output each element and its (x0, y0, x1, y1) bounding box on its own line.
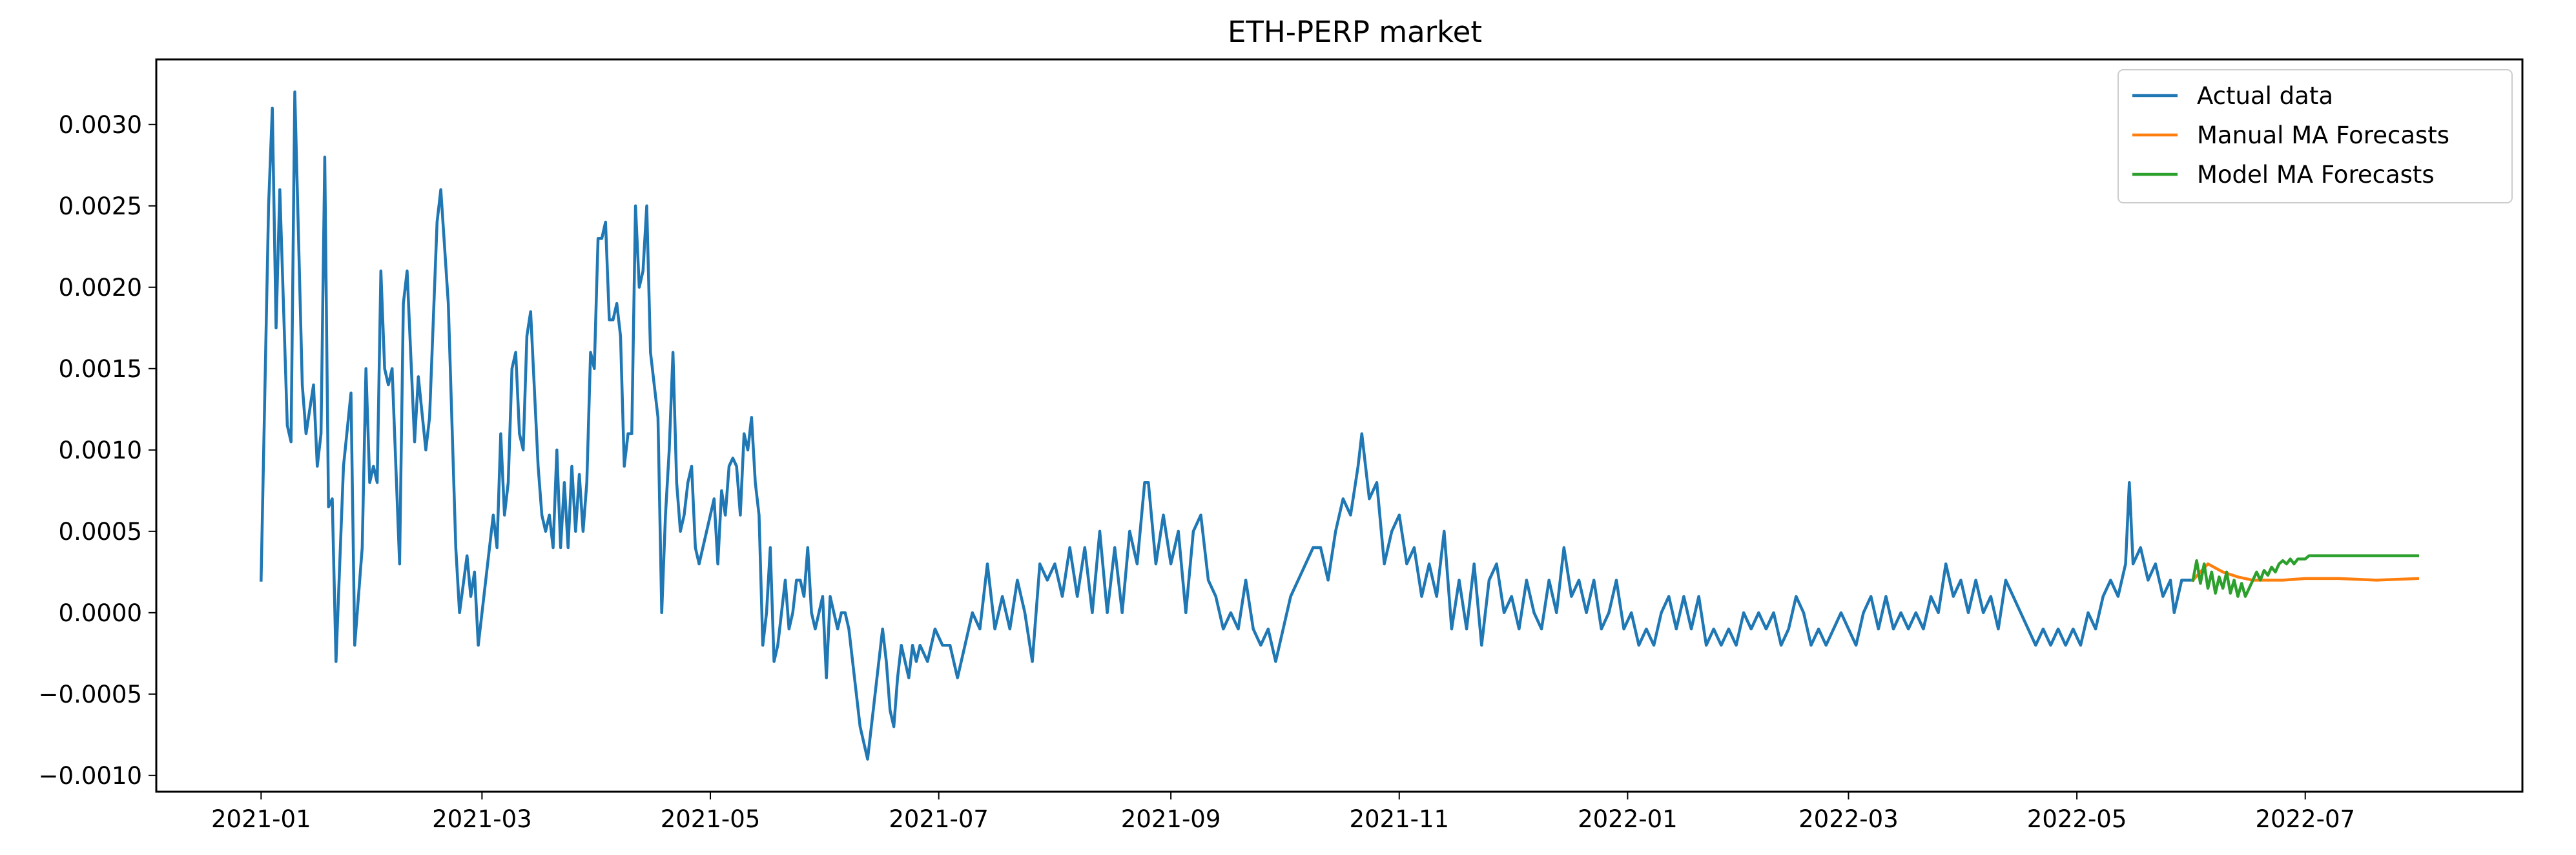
legend-label-0: Actual data (2197, 82, 2333, 110)
y-axis: 0.0030 0.0025 0.0020 0.0015 0.0010 0.0005 0.00… (39, 111, 156, 790)
legend-label-1: Manual MA Forecasts (2197, 121, 2449, 149)
series-line-2 (2191, 554, 2419, 598)
x-tick-label: 2022-01 (1578, 805, 1678, 833)
legend-label-2: Model MA Forecasts (2197, 161, 2435, 189)
series-layer (260, 90, 2420, 761)
x-tick-label: 2021-09 (1121, 805, 1221, 833)
y-tick-label: −0.0010 (39, 762, 142, 790)
x-tick-label: 2021-07 (889, 805, 989, 833)
series-line-0 (260, 90, 2195, 761)
x-tick-label: 2021-11 (1349, 805, 1449, 833)
y-tick-label: 0.0020 (59, 274, 142, 302)
y-tick-label: 0.0025 (59, 192, 142, 220)
legend-box (2117, 69, 2513, 203)
chart-title: ETH-PERP market (1228, 15, 1482, 49)
y-tick-label: −0.0005 (39, 681, 142, 708)
legend: Actual data Manual MA Forecasts Model MA F… (2117, 69, 2513, 203)
y-tick-label: 0.0000 (59, 599, 142, 627)
x-tick-label: 2021-03 (432, 805, 532, 833)
x-tick-label: 2022-05 (2027, 805, 2127, 833)
y-tick-label: 0.0030 (59, 111, 142, 139)
y-tick-label: 0.0005 (59, 518, 142, 546)
series-line-1 (2190, 562, 2420, 582)
x-axis: 2021-01 2021-03 2021-05 2021-07 2021-09 2021-… (211, 792, 2355, 833)
x-tick-label: 2022-03 (1798, 805, 1899, 833)
x-tick-label: 2022-07 (2255, 805, 2355, 833)
y-tick-label: 0.0015 (59, 355, 142, 383)
x-tick-label: 2021-01 (211, 805, 311, 833)
y-tick-label: 0.0010 (59, 437, 142, 464)
x-tick-label: 2021-05 (661, 805, 761, 833)
plot-area-frame (155, 58, 2524, 793)
